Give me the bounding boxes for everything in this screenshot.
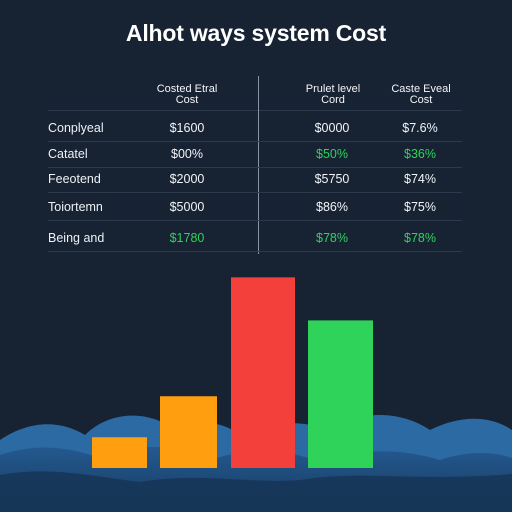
- column-header-1: Costed Etral Cost: [156, 83, 218, 106]
- row-label: Feeotend: [48, 172, 101, 186]
- row-rule: [48, 220, 462, 221]
- row-rule: [48, 251, 462, 252]
- table-cell: $00%: [171, 147, 203, 161]
- table-cell: $50%: [316, 147, 348, 161]
- header-rule: [48, 110, 462, 111]
- table-cell: $78%: [316, 231, 348, 245]
- bar-4: [308, 320, 373, 468]
- table-cell: $1780: [169, 231, 205, 245]
- page-title: Alhot ways system Cost: [125, 20, 387, 46]
- table-cell: $78%: [404, 231, 436, 245]
- table-cell: $7.6%: [402, 121, 438, 135]
- table-cell: $5750: [314, 172, 350, 186]
- table-cell: $74%: [404, 172, 436, 186]
- table-cell: $36%: [404, 147, 436, 161]
- bar-1: [92, 437, 147, 468]
- row-rule: [48, 141, 462, 142]
- row-label: Being and: [48, 231, 105, 245]
- row-label: Conplyeal: [48, 121, 104, 135]
- row-rule: [48, 192, 462, 193]
- row-rule: [48, 167, 462, 168]
- bar-2: [160, 396, 217, 468]
- cost-bar-chart: [0, 277, 512, 512]
- column-divider: [258, 76, 259, 254]
- column-header-2: Prulet level Cord: [305, 83, 361, 106]
- table-cell: $2000: [169, 172, 205, 186]
- cost-table: Costed Etral Cost Prulet level Cord Caste …: [48, 76, 462, 254]
- table-cell: $5000: [169, 200, 205, 214]
- table-cell: $0000: [314, 121, 350, 135]
- table-cell: $75%: [404, 200, 436, 214]
- column-header-3: Caste Eveal Cost: [391, 83, 451, 106]
- table-cell: $86%: [316, 200, 348, 214]
- wave-foreground: [0, 471, 512, 512]
- bar-3: [231, 277, 295, 468]
- row-label: Toiortemn: [48, 200, 103, 214]
- table-cell: $1600: [169, 121, 205, 135]
- row-label: Catatel: [48, 147, 88, 161]
